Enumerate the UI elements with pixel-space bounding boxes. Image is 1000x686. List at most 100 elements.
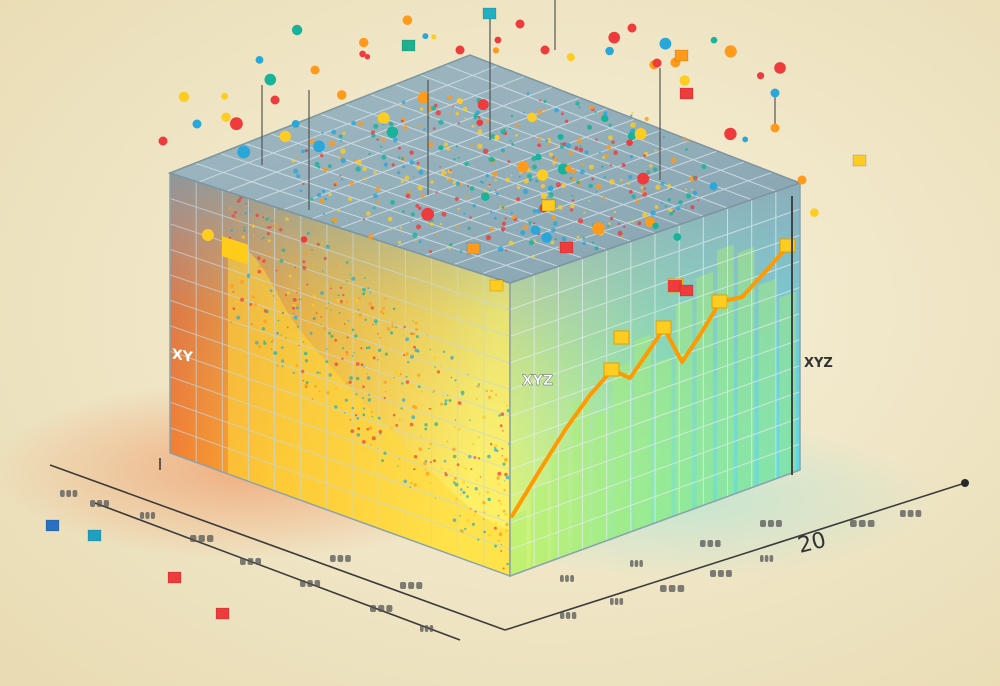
particle	[678, 200, 683, 205]
particle	[644, 116, 649, 122]
speckle	[402, 334, 405, 336]
speckle	[360, 347, 363, 350]
particle	[304, 149, 308, 153]
particle	[398, 146, 401, 150]
speckle	[294, 266, 297, 269]
speckle	[501, 447, 504, 450]
particle-ball	[359, 50, 366, 58]
speckle	[316, 371, 319, 374]
speckle	[450, 376, 453, 379]
particle	[602, 196, 606, 200]
speckle	[345, 280, 348, 283]
speckle	[349, 376, 353, 380]
particle	[635, 199, 639, 204]
particle	[381, 138, 386, 143]
speckle	[419, 435, 423, 438]
speckle	[273, 351, 278, 355]
particle	[328, 192, 332, 197]
particle	[397, 171, 401, 175]
speckle	[446, 394, 449, 397]
speckle	[371, 352, 375, 356]
speckle	[356, 416, 360, 420]
particle	[358, 121, 364, 127]
particle	[456, 225, 460, 229]
particle	[550, 215, 556, 221]
tick-glyph	[96, 500, 103, 507]
particle	[582, 236, 585, 240]
particle	[438, 119, 444, 125]
floating-cube	[674, 49, 689, 62]
speckle	[294, 254, 297, 258]
particle	[537, 143, 542, 148]
speckle	[266, 252, 270, 257]
particle	[685, 188, 688, 191]
particle	[571, 177, 575, 182]
particle	[620, 182, 623, 185]
speckle	[311, 303, 315, 307]
particle-ball	[673, 233, 682, 241]
speckle	[367, 346, 371, 350]
speckle	[377, 348, 382, 352]
tick-glyph	[639, 560, 643, 567]
floating-cube	[852, 154, 867, 167]
particle	[630, 114, 633, 117]
speckle	[263, 267, 267, 271]
speckle	[345, 352, 349, 356]
tick-glyph	[198, 535, 205, 542]
speckle	[444, 473, 448, 477]
particle	[603, 176, 606, 179]
speckle	[381, 295, 383, 297]
speckle	[429, 441, 432, 445]
speckle	[250, 323, 253, 325]
particle	[608, 135, 613, 141]
particle	[472, 204, 476, 208]
particle	[469, 216, 472, 219]
particle-ball	[300, 236, 308, 243]
particle-ball	[710, 36, 718, 44]
tick-glyph	[900, 510, 906, 517]
speckle	[295, 306, 299, 310]
particle	[457, 122, 460, 125]
speckle	[477, 436, 480, 439]
particle	[598, 151, 602, 154]
top-grid-line	[424, 150, 718, 256]
speckle	[381, 459, 385, 463]
speckle	[292, 303, 296, 307]
particle	[490, 133, 496, 140]
speckle	[462, 490, 466, 495]
particle	[400, 179, 404, 183]
speckle	[418, 447, 423, 451]
speckle	[370, 411, 373, 414]
particle	[467, 184, 470, 187]
particle	[366, 211, 371, 216]
floating-cube	[679, 87, 694, 100]
tick-glyph	[710, 570, 716, 577]
speckle	[338, 311, 341, 314]
speckle	[345, 351, 348, 354]
speckle	[302, 266, 307, 270]
particle	[650, 210, 656, 216]
speckle	[355, 393, 358, 396]
right-grid-line	[510, 391, 800, 497]
speckle	[473, 513, 476, 516]
speckle	[363, 366, 366, 368]
particle	[630, 122, 636, 128]
particle-ball	[417, 91, 430, 104]
speckle	[487, 454, 491, 459]
particle-ball	[336, 90, 347, 100]
particle-ball	[724, 45, 737, 58]
speckle	[281, 248, 286, 253]
particle	[309, 138, 315, 144]
left-grid-line	[170, 197, 510, 311]
speckle	[413, 455, 418, 459]
speckle	[281, 359, 285, 363]
particle-ball	[494, 135, 500, 141]
speckle	[377, 416, 381, 420]
particle	[448, 112, 451, 115]
speckle	[391, 325, 395, 328]
particle	[528, 177, 533, 182]
particle	[628, 189, 633, 194]
speckle	[504, 512, 508, 516]
speckle	[328, 373, 332, 377]
speckle	[304, 252, 309, 257]
